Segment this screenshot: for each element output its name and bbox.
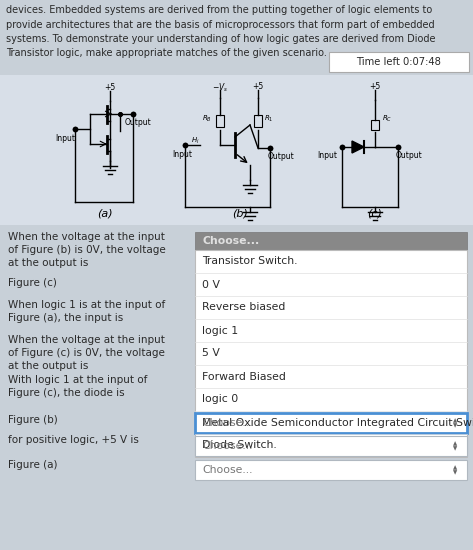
Text: ▲
▼: ▲ ▼ xyxy=(453,465,457,475)
Bar xyxy=(216,115,224,127)
Polygon shape xyxy=(352,141,364,153)
FancyBboxPatch shape xyxy=(329,52,469,72)
FancyBboxPatch shape xyxy=(0,75,473,225)
Text: Input: Input xyxy=(317,151,337,160)
Text: for positive logic, +5 V is: for positive logic, +5 V is xyxy=(8,435,139,445)
Text: $-V_s$: $-V_s$ xyxy=(212,82,228,95)
Text: logic 0: logic 0 xyxy=(202,394,238,404)
Text: Choose...: Choose... xyxy=(202,418,253,428)
Text: $R_C$: $R_C$ xyxy=(382,114,392,124)
Text: Figure (a): Figure (a) xyxy=(8,460,58,470)
Text: systems. To demonstrate your understanding of how logic gates are derived from D: systems. To demonstrate your understandi… xyxy=(6,34,436,44)
Text: Output: Output xyxy=(125,118,152,127)
Text: 0 V: 0 V xyxy=(202,279,220,289)
Text: Choose...: Choose... xyxy=(202,465,253,475)
Text: $R_B$: $R_B$ xyxy=(202,114,212,124)
Text: +5: +5 xyxy=(105,83,115,92)
Text: Input: Input xyxy=(55,134,75,143)
Text: +5: +5 xyxy=(369,82,381,91)
Text: (a): (a) xyxy=(97,209,113,219)
Text: Output: Output xyxy=(268,152,295,161)
Text: Transistor Switch.: Transistor Switch. xyxy=(202,256,298,267)
Text: Reverse biased: Reverse biased xyxy=(202,302,285,312)
Bar xyxy=(254,115,262,127)
Text: Time left 0:07:48: Time left 0:07:48 xyxy=(357,57,441,67)
Text: With logic 1 at the input of
Figure (c), the diode is: With logic 1 at the input of Figure (c),… xyxy=(8,375,148,398)
FancyBboxPatch shape xyxy=(195,232,467,250)
Text: $H_i$: $H_i$ xyxy=(192,136,200,146)
Text: Output: Output xyxy=(396,151,423,160)
Text: Choose...: Choose... xyxy=(202,441,253,451)
Text: provide architectures that are the basis of microprocessors that form part of em: provide architectures that are the basis… xyxy=(6,19,435,30)
FancyBboxPatch shape xyxy=(195,250,467,457)
Text: Metal Oxide Semiconductor Integrated Circuit Switch.: Metal Oxide Semiconductor Integrated Cir… xyxy=(202,417,473,427)
Text: +5: +5 xyxy=(253,82,263,91)
Text: ▲
▼: ▲ ▼ xyxy=(453,418,457,428)
Text: 5 V: 5 V xyxy=(202,349,220,359)
Text: Input: Input xyxy=(172,150,192,159)
Text: Figure (c): Figure (c) xyxy=(8,278,57,288)
Text: devices. Embedded systems are derived from the putting together of logic element: devices. Embedded systems are derived fr… xyxy=(6,5,432,15)
Text: Choose...: Choose... xyxy=(202,236,259,246)
Text: $R_1$: $R_1$ xyxy=(264,114,273,124)
Text: Diode Switch.: Diode Switch. xyxy=(202,441,277,450)
FancyBboxPatch shape xyxy=(195,413,467,433)
Text: (c): (c) xyxy=(368,209,383,219)
Text: (b): (b) xyxy=(232,209,248,219)
FancyBboxPatch shape xyxy=(195,436,467,456)
Text: When the voltage at the input
of Figure (b) is 0V, the voltage
at the output is: When the voltage at the input of Figure … xyxy=(8,232,166,268)
FancyBboxPatch shape xyxy=(195,460,467,480)
Text: ▲
▼: ▲ ▼ xyxy=(453,441,457,451)
Text: Forward Biased: Forward Biased xyxy=(202,371,286,382)
Bar xyxy=(371,120,379,130)
Text: When logic 1 is at the input of
Figure (a), the input is: When logic 1 is at the input of Figure (… xyxy=(8,300,165,323)
Text: logic 1: logic 1 xyxy=(202,326,238,336)
Text: Figure (b): Figure (b) xyxy=(8,415,58,425)
Text: When the voltage at the input
of Figure (c) is 0V, the voltage
at the output is: When the voltage at the input of Figure … xyxy=(8,335,165,371)
Text: Transistor logic, make appropriate matches of the given scenario.: Transistor logic, make appropriate match… xyxy=(6,48,327,58)
